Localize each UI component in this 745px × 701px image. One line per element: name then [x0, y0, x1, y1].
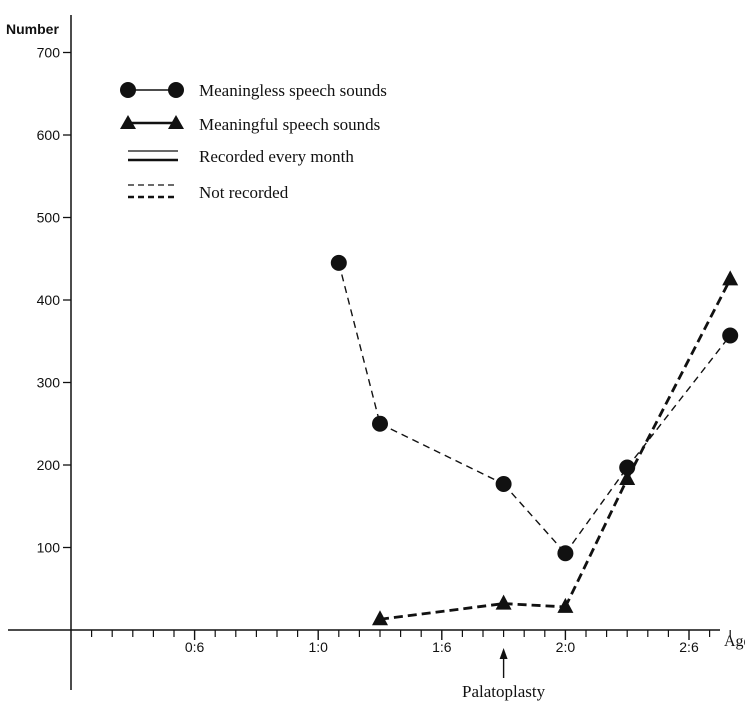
legend-label-recorded: Recorded every month [199, 147, 354, 166]
series-1-segment [379, 423, 504, 485]
series-2-segment [564, 478, 629, 608]
y-tick-label: 500 [37, 210, 61, 226]
meaningless-point [330, 254, 347, 271]
y-tick-label: 100 [37, 540, 61, 556]
y-tick-label: 400 [37, 292, 61, 308]
y-tick-label: 700 [37, 45, 61, 61]
series-1-segment [626, 335, 731, 468]
legend-label-not-recorded: Not recorded [199, 183, 289, 202]
meaningless-point [372, 415, 388, 432]
y-tick-label: 600 [37, 127, 61, 143]
legend-triangle-marker-right [168, 115, 184, 129]
series-layer [330, 254, 739, 626]
legend-circle-marker-right [168, 82, 184, 98]
meaningless-point [495, 475, 512, 492]
legend-circle-marker-left [120, 82, 136, 98]
palatoplasty-arrow-icon [499, 648, 508, 659]
meaningless-point [722, 327, 739, 344]
meaningful-point [619, 470, 636, 486]
x-tick-label: 1:0 [308, 639, 328, 655]
legend-label-meaningless: Meaningless speech sounds [199, 81, 387, 100]
y-axis-title: Number [6, 21, 59, 37]
y-tick-label: 300 [37, 375, 61, 391]
series-1-segment [503, 483, 566, 554]
axes [8, 15, 720, 690]
x-tick-label: 0:6 [185, 639, 205, 655]
palatoplasty-annotation: Palatoplasty [462, 648, 546, 701]
series-1-segment [564, 467, 628, 554]
meaningful-point [495, 594, 512, 610]
x-ticks: 0:6 1:0 1:6 2:0 2:6 [90, 630, 731, 655]
meaningful-point [372, 610, 388, 626]
series-2-segment [379, 602, 504, 621]
x-tick-label: 2:0 [556, 639, 576, 655]
meaningful-point [557, 597, 574, 613]
legend-item-recorded: Recorded every month [128, 147, 354, 166]
legend: Meaningless speech sounds Meaningful spe… [120, 81, 387, 202]
x-axis-title: Age [724, 633, 745, 650]
x-tick-label: 1:6 [432, 639, 452, 655]
meaningless-point [557, 545, 574, 562]
legend-item-not-recorded: Not recorded [128, 183, 289, 202]
meaningful-point [722, 270, 739, 286]
legend-label-meaningful: Meaningful speech sounds [199, 115, 380, 134]
y-tick-label: 200 [37, 457, 61, 473]
series-2-segment [625, 278, 732, 480]
series-2-segment [503, 602, 566, 609]
x-tick-label: 2:6 [679, 639, 699, 655]
legend-item-meaningless: Meaningless speech sounds [120, 81, 387, 100]
palatoplasty-label: Palatoplasty [462, 682, 546, 701]
y-ticks: 100 200 300 400 500 600 700 [37, 45, 71, 556]
series-1-segment [338, 262, 381, 424]
legend-triangle-marker-left [120, 115, 136, 129]
legend-item-meaningful: Meaningful speech sounds [120, 115, 380, 134]
